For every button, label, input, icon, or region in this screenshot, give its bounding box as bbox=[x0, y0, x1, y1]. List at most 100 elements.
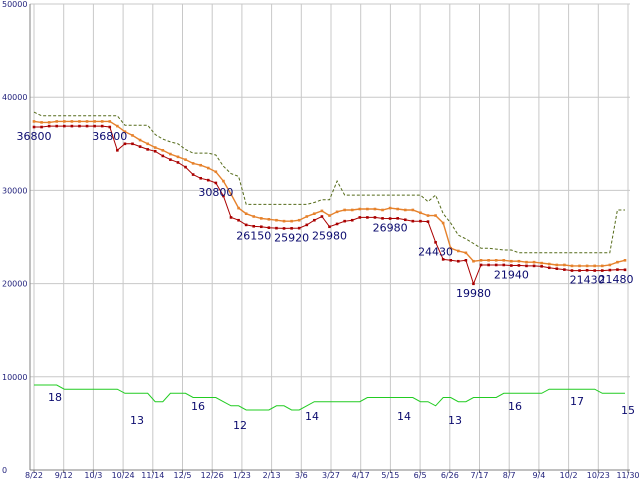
orange-point bbox=[63, 120, 66, 123]
x-tick-label: 11/30 bbox=[616, 471, 639, 480]
orange-point bbox=[343, 208, 346, 212]
main-point bbox=[358, 216, 362, 219]
orange-point bbox=[252, 215, 256, 218]
x-tick-label: 2/13 bbox=[263, 471, 281, 480]
x-tick-label: 3/27 bbox=[322, 471, 340, 480]
orange-point bbox=[540, 261, 543, 265]
main-point bbox=[540, 265, 543, 268]
main-point bbox=[305, 223, 309, 227]
orange-point bbox=[547, 262, 551, 266]
grid-lines bbox=[30, 3, 630, 470]
orange-point bbox=[32, 120, 36, 123]
orange-point bbox=[335, 210, 339, 214]
x-tick-label: 1/23 bbox=[233, 471, 251, 480]
price-data-label: 21940 bbox=[494, 269, 529, 282]
main-point bbox=[517, 264, 521, 267]
orange-point bbox=[563, 263, 566, 267]
orange-point bbox=[214, 170, 218, 174]
main-point bbox=[123, 142, 127, 146]
main-point bbox=[411, 219, 415, 223]
count-data-label: 14 bbox=[397, 410, 411, 423]
main-point bbox=[237, 218, 240, 222]
orange-point bbox=[593, 264, 596, 268]
series-lines bbox=[32, 111, 627, 411]
orange-point bbox=[608, 263, 612, 267]
main-point bbox=[457, 259, 460, 263]
price-data-label: 36800 bbox=[92, 130, 127, 143]
main-point bbox=[131, 142, 134, 146]
orange-point bbox=[206, 166, 210, 170]
orange-point bbox=[275, 218, 278, 222]
main-point bbox=[260, 225, 263, 229]
orange-point bbox=[70, 120, 74, 123]
orange-point bbox=[449, 246, 453, 250]
y-tick-label: 0 bbox=[2, 466, 7, 475]
main-point bbox=[267, 226, 271, 229]
main-point bbox=[290, 227, 293, 230]
orange-point bbox=[441, 221, 445, 225]
y-tick-label: 40000 bbox=[2, 93, 27, 102]
main-point bbox=[100, 124, 104, 128]
orange-point bbox=[434, 214, 437, 217]
orange-point bbox=[40, 121, 43, 124]
main-point bbox=[229, 216, 233, 219]
orange-point bbox=[403, 208, 407, 212]
main-point bbox=[578, 269, 581, 272]
main-point bbox=[108, 125, 112, 129]
orange-point bbox=[78, 120, 81, 123]
main-point bbox=[616, 268, 619, 271]
main-point bbox=[373, 216, 377, 219]
main-point bbox=[282, 227, 286, 230]
x-tick-label: 10/3 bbox=[84, 471, 102, 480]
orange-point bbox=[169, 152, 172, 156]
orange-point bbox=[320, 209, 324, 213]
main-point bbox=[585, 268, 589, 272]
x-tick-label: 9/4 bbox=[532, 471, 545, 480]
main-point bbox=[570, 269, 574, 272]
main-point bbox=[494, 263, 498, 267]
price-data-label: 21430 bbox=[570, 273, 605, 286]
x-tick-label: 12/26 bbox=[201, 471, 224, 480]
price-data-label: 25980 bbox=[312, 230, 347, 243]
orange-point bbox=[457, 249, 460, 253]
orange-point bbox=[578, 264, 581, 268]
main-point bbox=[199, 176, 202, 180]
main-point bbox=[146, 148, 149, 151]
main-point bbox=[403, 218, 407, 222]
orange-point bbox=[532, 260, 536, 264]
y-tick-label: 10000 bbox=[2, 373, 27, 382]
orange-point bbox=[85, 120, 89, 123]
x-tick-label: 4/17 bbox=[352, 471, 370, 480]
price-data-label: 19980 bbox=[456, 287, 491, 300]
orange-point bbox=[517, 259, 521, 263]
orange-point bbox=[555, 263, 559, 267]
main-point bbox=[502, 263, 506, 267]
main-point bbox=[222, 194, 225, 198]
main-point bbox=[161, 154, 165, 158]
upper-series-line bbox=[33, 111, 625, 254]
price-data-label: 25920 bbox=[274, 231, 309, 244]
main-point bbox=[184, 165, 187, 169]
main-point bbox=[419, 219, 422, 223]
orange-point bbox=[131, 134, 134, 137]
x-tick-label: 9/12 bbox=[55, 471, 73, 480]
orange-point bbox=[116, 124, 119, 128]
main-point bbox=[328, 225, 331, 229]
main-point bbox=[47, 124, 51, 128]
main-point bbox=[449, 259, 453, 262]
main-point bbox=[426, 220, 430, 223]
orange-point bbox=[222, 179, 225, 183]
orange-point bbox=[328, 214, 331, 217]
count-data-label: 16 bbox=[191, 400, 205, 413]
main-point bbox=[555, 267, 559, 270]
orange-point bbox=[237, 206, 240, 210]
main-point bbox=[343, 219, 346, 223]
main-point bbox=[396, 217, 399, 220]
price-data-label: 30800 bbox=[198, 186, 233, 199]
orange-point bbox=[570, 264, 574, 268]
main-point bbox=[116, 149, 119, 152]
x-tick-label: 10/2 bbox=[560, 471, 578, 480]
main-point bbox=[600, 269, 604, 272]
orange-point bbox=[138, 138, 142, 142]
main-point bbox=[381, 217, 384, 220]
